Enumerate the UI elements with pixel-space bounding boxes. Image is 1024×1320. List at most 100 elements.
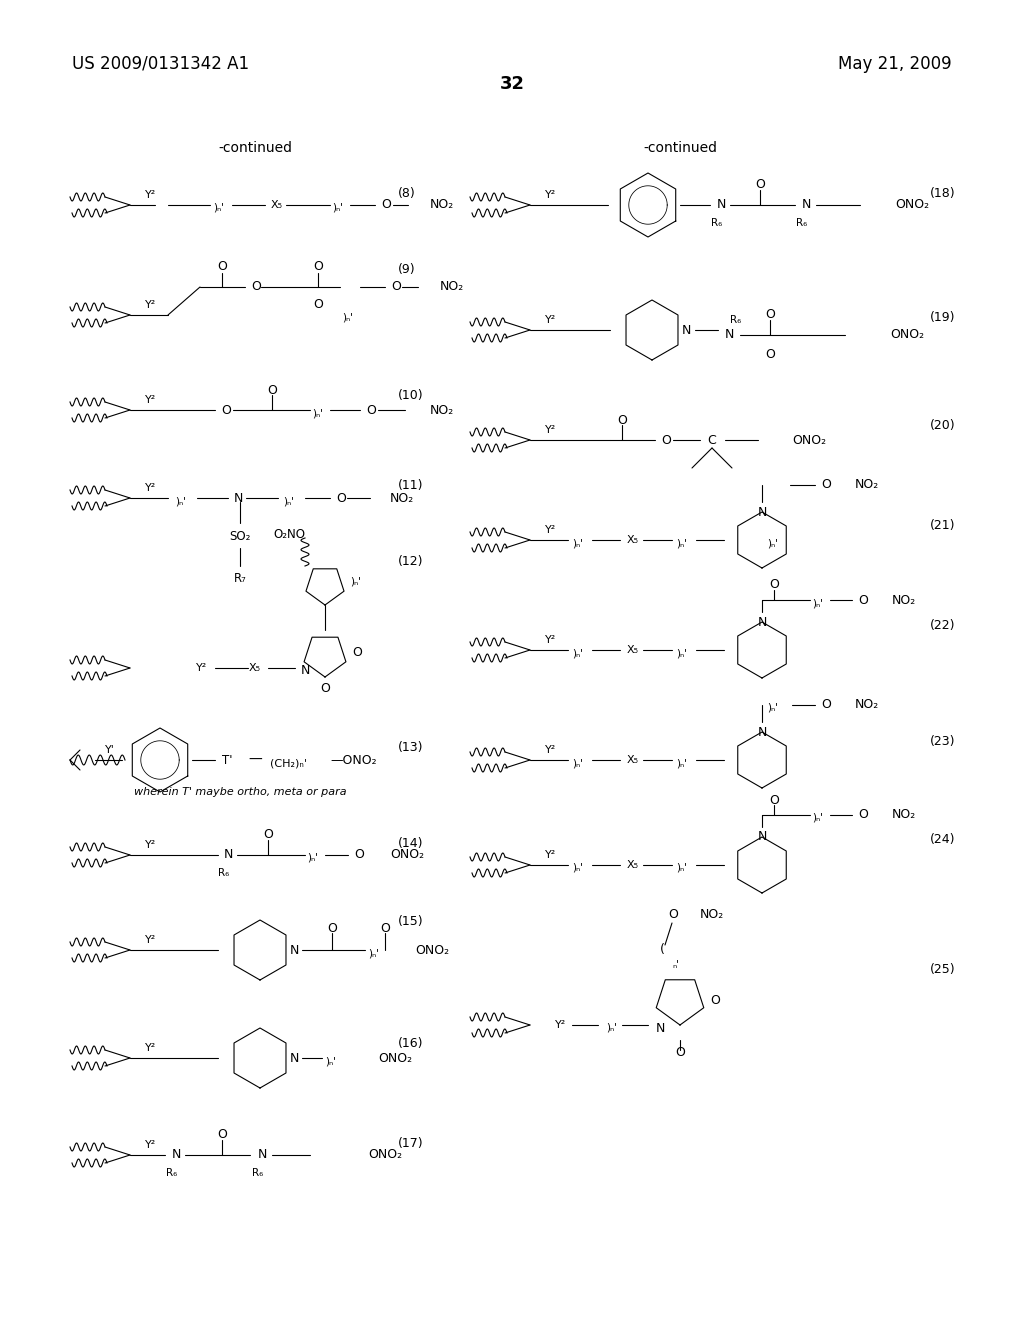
Text: Y²: Y² bbox=[145, 935, 157, 945]
Text: ONO₂: ONO₂ bbox=[378, 1052, 412, 1064]
Text: (17): (17) bbox=[398, 1137, 424, 1150]
Text: X₅: X₅ bbox=[627, 755, 639, 766]
Text: O: O bbox=[821, 698, 830, 711]
Text: ONO₂: ONO₂ bbox=[792, 433, 826, 446]
Text: (CH₂)ₙ': (CH₂)ₙ' bbox=[270, 758, 307, 768]
Text: NO₂: NO₂ bbox=[892, 808, 916, 821]
Text: ₙ': ₙ' bbox=[672, 960, 679, 970]
Text: O: O bbox=[662, 433, 671, 446]
Text: NO₂: NO₂ bbox=[855, 479, 880, 491]
Text: NO₂: NO₂ bbox=[430, 404, 455, 417]
Text: )ₙ': )ₙ' bbox=[307, 853, 318, 863]
Text: O: O bbox=[354, 849, 364, 862]
Text: O: O bbox=[858, 808, 868, 821]
Text: )ₙ': )ₙ' bbox=[332, 203, 343, 213]
Text: Y²: Y² bbox=[145, 483, 157, 492]
Text: )ₙ': )ₙ' bbox=[350, 577, 361, 587]
Text: Y²: Y² bbox=[545, 525, 556, 535]
Text: R₆: R₆ bbox=[252, 1168, 263, 1177]
Text: )ₙ': )ₙ' bbox=[812, 813, 823, 822]
Text: O: O bbox=[710, 994, 720, 1006]
Text: (: ( bbox=[660, 944, 665, 957]
Text: (24): (24) bbox=[930, 833, 955, 846]
Text: R₆: R₆ bbox=[166, 1168, 177, 1177]
Text: X₅: X₅ bbox=[271, 201, 283, 210]
Text: O: O bbox=[251, 281, 261, 293]
Text: US 2009/0131342 A1: US 2009/0131342 A1 bbox=[72, 55, 249, 73]
Text: O: O bbox=[769, 578, 779, 591]
Text: Y²: Y² bbox=[545, 425, 556, 436]
Text: O: O bbox=[381, 198, 391, 211]
Text: )ₙ': )ₙ' bbox=[676, 758, 687, 768]
Text: Y²: Y² bbox=[545, 635, 556, 645]
Text: (12): (12) bbox=[398, 556, 424, 569]
Text: )ₙ': )ₙ' bbox=[283, 496, 294, 506]
Text: NO₂: NO₂ bbox=[700, 908, 724, 921]
Text: (10): (10) bbox=[398, 388, 424, 401]
Text: (21): (21) bbox=[930, 519, 955, 532]
Text: Y²: Y² bbox=[555, 1020, 566, 1030]
Text: O: O bbox=[263, 829, 273, 842]
Text: Y²: Y² bbox=[545, 744, 556, 755]
Text: Y²: Y² bbox=[145, 840, 157, 850]
Text: O: O bbox=[380, 921, 390, 935]
Text: Y²: Y² bbox=[545, 190, 556, 201]
Text: O: O bbox=[765, 309, 775, 322]
Text: (15): (15) bbox=[398, 916, 424, 928]
Text: X₅: X₅ bbox=[249, 663, 261, 673]
Text: O: O bbox=[765, 348, 775, 362]
Text: O: O bbox=[668, 908, 678, 921]
Text: O: O bbox=[221, 404, 230, 417]
Text: (16): (16) bbox=[398, 1036, 424, 1049]
Text: O: O bbox=[217, 260, 227, 273]
Text: X₅: X₅ bbox=[627, 861, 639, 870]
Text: (22): (22) bbox=[930, 619, 955, 631]
Text: ONO₂: ONO₂ bbox=[415, 944, 450, 957]
Text: N: N bbox=[290, 944, 299, 957]
Text: (8): (8) bbox=[398, 186, 416, 199]
Text: (20): (20) bbox=[930, 418, 955, 432]
Text: NO₂: NO₂ bbox=[892, 594, 916, 606]
Text: R₆: R₆ bbox=[218, 869, 229, 878]
Text: O: O bbox=[313, 298, 323, 312]
Text: N: N bbox=[234, 491, 244, 504]
Text: )ₙ': )ₙ' bbox=[368, 948, 379, 958]
Text: (18): (18) bbox=[930, 186, 955, 199]
Text: N: N bbox=[172, 1148, 181, 1162]
Text: N: N bbox=[258, 1148, 267, 1162]
Text: NO₂: NO₂ bbox=[390, 491, 415, 504]
Text: N: N bbox=[725, 329, 734, 342]
Text: N: N bbox=[758, 506, 767, 519]
Text: -continued: -continued bbox=[218, 141, 292, 154]
Text: -continued: -continued bbox=[643, 141, 717, 154]
Text: N: N bbox=[802, 198, 811, 211]
Text: O: O bbox=[327, 921, 337, 935]
Text: )ₙ': )ₙ' bbox=[572, 758, 583, 768]
Text: R₆: R₆ bbox=[730, 315, 741, 325]
Text: ONO₂: ONO₂ bbox=[895, 198, 929, 211]
Text: )ₙ': )ₙ' bbox=[312, 408, 323, 418]
Text: O: O bbox=[755, 178, 765, 191]
Text: Y²: Y² bbox=[145, 1140, 157, 1150]
Text: N: N bbox=[758, 615, 767, 628]
Text: O: O bbox=[336, 491, 346, 504]
Text: O: O bbox=[617, 413, 627, 426]
Text: O: O bbox=[321, 681, 330, 694]
Text: O: O bbox=[821, 479, 830, 491]
Text: NO₂: NO₂ bbox=[855, 698, 880, 711]
Text: NO₂: NO₂ bbox=[440, 281, 464, 293]
Text: (23): (23) bbox=[930, 735, 955, 748]
Text: N: N bbox=[224, 849, 233, 862]
Text: )ₙ': )ₙ' bbox=[572, 539, 583, 548]
Text: O: O bbox=[267, 384, 276, 396]
Text: ONO₂: ONO₂ bbox=[368, 1148, 402, 1162]
Text: Y²: Y² bbox=[145, 190, 157, 201]
Text: (11): (11) bbox=[398, 479, 424, 492]
Text: May 21, 2009: May 21, 2009 bbox=[839, 55, 952, 73]
Text: )ₙ': )ₙ' bbox=[325, 1056, 336, 1067]
Text: wherein T' maybe ortho, meta or para: wherein T' maybe ortho, meta or para bbox=[134, 787, 346, 797]
Text: O: O bbox=[217, 1129, 227, 1142]
Text: N: N bbox=[682, 323, 691, 337]
Text: )ₙ': )ₙ' bbox=[767, 704, 778, 713]
Text: SO₂: SO₂ bbox=[229, 529, 251, 543]
